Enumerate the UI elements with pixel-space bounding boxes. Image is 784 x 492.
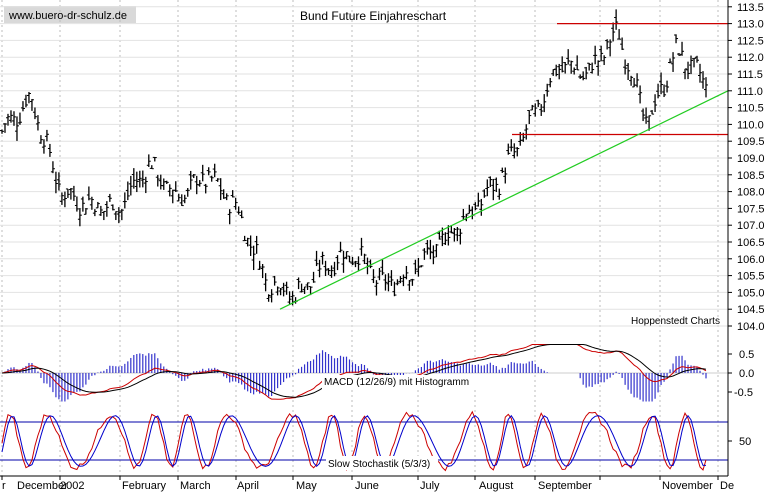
x-tick-label: May [296,480,317,492]
price-tick-label: 107.5 [737,203,765,215]
macd-label: MACD (12/26/9) mit Histogramm [324,377,469,388]
y-axis: 113.5 113.0 112.5 112.0 111.5 111.0 110.5 110.0… [727,0,765,476]
x-tick-label: De [720,480,734,492]
x-tick-label: November [662,480,713,492]
price-bars [0,9,708,306]
x-tick-label: June [355,480,379,492]
watermark-box [4,6,136,23]
stoch-k-line [1,410,707,472]
price-tick-label: 107.0 [737,220,765,232]
price-tick-label: 108.0 [737,187,765,199]
price-tick-label: 112.5 [737,35,764,47]
macd-tick-label: -0.5 [734,387,753,399]
x-tick-label: 2002 [60,480,84,492]
x-tick-label: August [479,480,513,492]
macd-label-bg [322,375,500,389]
price-tick-label: 113.5 [737,2,764,14]
price-tick-label: 111.5 [737,69,763,81]
x-tick-label: March [180,480,211,492]
chart-title: Bund Future Einjahreschart [300,9,447,23]
stoch-label-bg [326,456,438,470]
price-tick-label: 110.5 [737,103,764,115]
price-tick-label: 104.5 [737,304,765,316]
price-tick-label: 113.0 [737,19,764,31]
price-tick-label: 108.5 [737,170,765,182]
macd-tick-label: 0.0 [739,368,754,380]
price-tick-label: 112.0 [737,52,764,64]
price-tick-label: 106.0 [737,254,765,266]
price-overlays [279,23,729,310]
trendline [279,90,729,310]
x-tick-label: July [420,480,440,492]
price-tick-label: 104.0 [737,321,765,333]
x-tick-label: September [538,480,592,492]
price-tick-label: 105.5 [737,271,765,283]
watermark-text: www.buero-dr-schulz.de [8,10,127,22]
source-label: Hoppenstedt Charts [631,316,720,327]
price-tick-label: 111.0 [737,86,763,98]
macd-tick-label: 0.5 [739,349,754,361]
price-tick-label: 109.0 [737,153,765,165]
price-tick-label: 105.0 [737,287,765,299]
macd-line [1,344,707,400]
x-tick-label: December [17,480,68,492]
price-tick-label: 106.5 [737,237,765,249]
stoch-tick-label: 50 [739,436,751,448]
price-tick-label: 110.0 [737,119,764,131]
x-tick-label: April [237,480,259,492]
stochastic-label: Slow Stochastik (5/3/3) [328,459,430,470]
price-tick-label: 109.5 [737,136,765,148]
x-tick-label: February [122,480,167,492]
x-tick-label: r [2,480,6,492]
